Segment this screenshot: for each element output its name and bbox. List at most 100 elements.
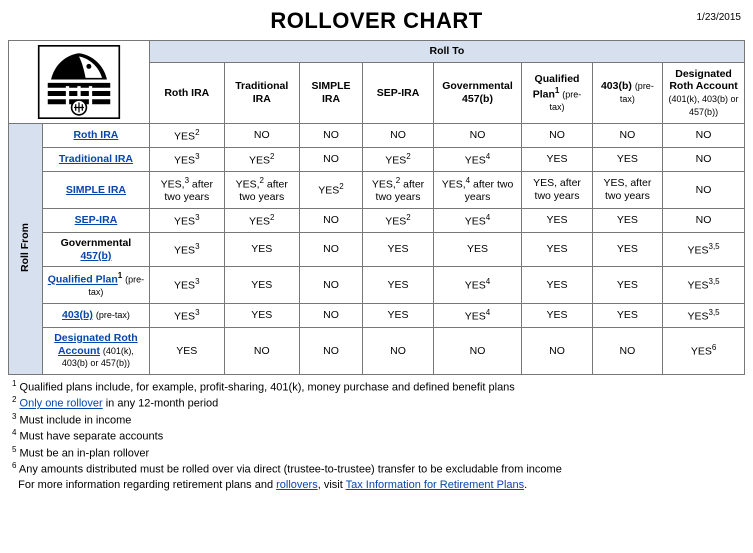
cell-0-5: NO (522, 124, 592, 148)
cell-6-7: YES3,5 (663, 303, 745, 327)
cell-7-5: NO (522, 327, 592, 374)
cell-2-0: YES,3 after two years (149, 172, 224, 209)
table-row: Roll FromRoth IRAYES2NONONONONONONO (9, 124, 745, 148)
row-head-6: 403(b) (pre-tax) (43, 303, 150, 327)
cell-5-7: YES3,5 (663, 267, 745, 304)
link[interactable]: Roth IRA (73, 129, 118, 141)
cell-7-3: NO (363, 327, 433, 374)
cell-1-4: YES4 (433, 148, 522, 172)
footnote-5: 5 Must be an in-plan rollover (12, 445, 743, 462)
cell-0-4: NO (433, 124, 522, 148)
row-head-0: Roth IRA (43, 124, 150, 148)
cell-0-6: NO (592, 124, 662, 148)
col-head-7: Designated Roth Account (401(k), 403(b) … (663, 63, 745, 124)
roll-from-header: Roll From (9, 124, 43, 375)
footnote-3: 3 Must include in income (12, 412, 743, 429)
row-head-7: Designated Roth Account (401(k), 403(b) … (43, 327, 150, 374)
cell-7-2: NO (299, 327, 363, 374)
row-head-1: Traditional IRA (43, 148, 150, 172)
irs-eagle-icon (37, 45, 121, 119)
cell-4-0: YES3 (149, 232, 224, 266)
cell-5-3: YES (363, 267, 433, 304)
cell-4-3: YES (363, 232, 433, 266)
link[interactable]: SEP-IRA (75, 214, 118, 226)
cell-4-6: YES (592, 232, 662, 266)
link[interactable]: Tax Information for Retirement Plans (346, 479, 525, 491)
cell-6-1: YES (224, 303, 299, 327)
cell-5-1: YES (224, 267, 299, 304)
cell-2-2: YES2 (299, 172, 363, 209)
cell-0-1: NO (224, 124, 299, 148)
cell-3-1: YES2 (224, 208, 299, 232)
page-title: ROLLOVER CHART (8, 6, 745, 40)
cell-0-2: NO (299, 124, 363, 148)
cell-3-2: NO (299, 208, 363, 232)
table-row: Qualified Plan1 (pre-tax)YES3YESNOYESYES… (9, 267, 745, 304)
cell-6-4: YES4 (433, 303, 522, 327)
col-head-0: Roth IRA (149, 63, 224, 124)
cell-0-3: NO (363, 124, 433, 148)
table-row: Designated Roth Account (401(k), 403(b) … (9, 327, 745, 374)
col-head-2: SIMPLE IRA (299, 63, 363, 124)
cell-7-4: NO (433, 327, 522, 374)
link[interactable]: rollovers (276, 479, 318, 491)
roll-to-header: Roll To (149, 41, 744, 63)
cell-1-5: YES (522, 148, 592, 172)
cell-4-4: YES (433, 232, 522, 266)
link[interactable]: Traditional IRA (59, 153, 133, 165)
cell-5-2: NO (299, 267, 363, 304)
cell-2-3: YES,2 after two years (363, 172, 433, 209)
cell-3-3: YES2 (363, 208, 433, 232)
table-row: SEP-IRAYES3YES2NOYES2YES4YESYESNO (9, 208, 745, 232)
footnote-7: For more information regarding retiremen… (12, 478, 743, 493)
footnote-6: 6 Any amounts distributed must be rolled… (12, 461, 743, 478)
cell-2-7: NO (663, 172, 745, 209)
cell-6-3: YES (363, 303, 433, 327)
page-date: 1/23/2015 (697, 12, 742, 23)
table-row: Governmental 457(b)YES3YESNOYESYESYESYES… (9, 232, 745, 266)
footnote-1: 1 Qualified plans include, for example, … (12, 379, 743, 396)
cell-7-1: NO (224, 327, 299, 374)
footnotes-block: 1 Qualified plans include, for example, … (8, 375, 745, 493)
cell-7-6: NO (592, 327, 662, 374)
cell-1-2: NO (299, 148, 363, 172)
cell-6-6: YES (592, 303, 662, 327)
cell-1-6: YES (592, 148, 662, 172)
cell-7-7: YES6 (663, 327, 745, 374)
cell-3-4: YES4 (433, 208, 522, 232)
table-row: Traditional IRAYES3YES2NOYES2YES4YESYESN… (9, 148, 745, 172)
row-head-2: SIMPLE IRA (43, 172, 150, 209)
cell-1-1: YES2 (224, 148, 299, 172)
cell-5-0: YES3 (149, 267, 224, 304)
cell-0-7: NO (663, 124, 745, 148)
cell-5-4: YES4 (433, 267, 522, 304)
cell-4-1: YES (224, 232, 299, 266)
cell-2-5: YES, after two years (522, 172, 592, 209)
rollover-table: Roll To Roth IRATraditional IRASIMPLE IR… (8, 40, 745, 375)
table-row: SIMPLE IRA YES,3 after two years YES,2 aft… (9, 172, 745, 209)
link[interactable]: Only one rollover (20, 398, 103, 410)
cell-1-3: YES2 (363, 148, 433, 172)
cell-3-7: NO (663, 208, 745, 232)
link[interactable]: 457(b) (80, 250, 111, 262)
row-head-3: SEP-IRA (43, 208, 150, 232)
footnote-2: 2 Only one rollover in any 12-month peri… (12, 395, 743, 412)
table-row: 403(b) (pre-tax)YES3YESNOYESYES4YESYESYE… (9, 303, 745, 327)
col-head-6: 403(b) (pre-tax) (592, 63, 662, 124)
cell-2-4: YES,4 after two years (433, 172, 522, 209)
cell-7-0: YES (149, 327, 224, 374)
col-head-1: Traditional IRA (224, 63, 299, 124)
col-head-4: Governmental 457(b) (433, 63, 522, 124)
footnote-4: 4 Must have separate accounts (12, 428, 743, 445)
row-head-4: Governmental 457(b) (43, 232, 150, 266)
cell-5-5: YES (522, 267, 592, 304)
cell-0-0: YES2 (149, 124, 224, 148)
link[interactable]: SIMPLE IRA (66, 184, 126, 196)
cell-3-0: YES3 (149, 208, 224, 232)
link[interactable]: Qualified Plan (48, 274, 118, 286)
cell-4-5: YES (522, 232, 592, 266)
col-head-3: SEP-IRA (363, 63, 433, 124)
cell-3-6: YES (592, 208, 662, 232)
col-head-5: Qualified Plan1 (pre-tax) (522, 63, 592, 124)
link[interactable]: 403(b) (62, 309, 93, 321)
